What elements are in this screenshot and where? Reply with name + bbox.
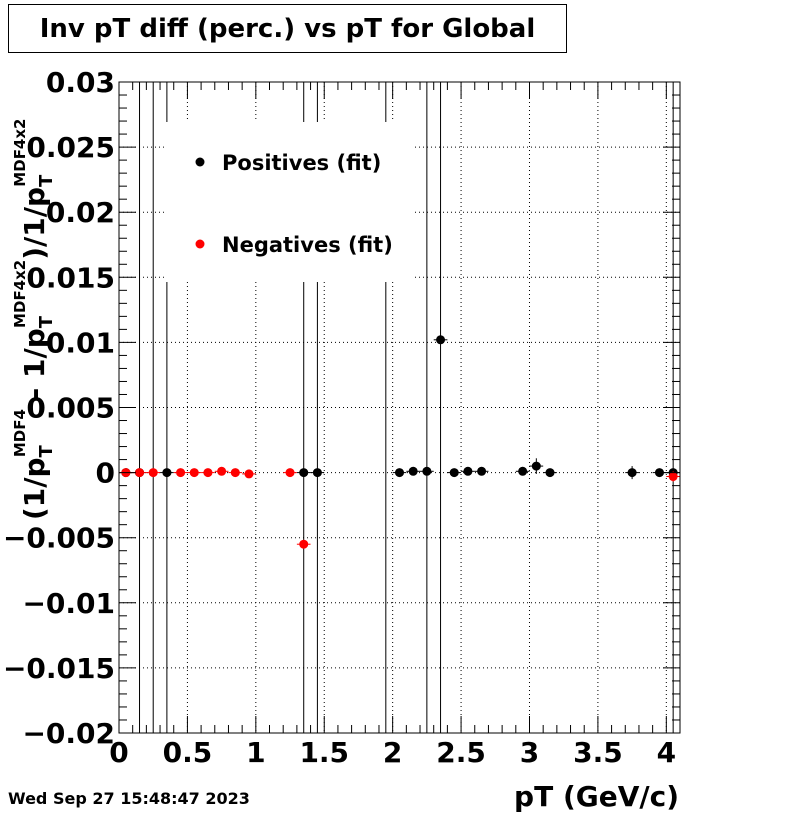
y-tick-label: 0.02 <box>46 196 115 229</box>
negative-point <box>244 469 254 479</box>
y-axis-title: (1/pTMDF4 - 1/pTMDF4x2)/1/pTMDF4x2 <box>11 119 57 521</box>
x-tick-label: 0 <box>109 736 128 769</box>
legend: Positives (fit) Negatives (fit) <box>166 122 412 282</box>
axis-ticks <box>118 81 681 734</box>
negative-point <box>285 468 295 478</box>
y-tick-label: −0.02 <box>22 717 115 750</box>
x-tick-label: 3.5 <box>573 736 623 769</box>
positive-point <box>422 466 432 476</box>
legend-label-positives: Positives (fit) <box>222 151 381 175</box>
y-tick-label: 0 <box>96 457 115 490</box>
positive-point <box>463 466 473 476</box>
positive-point <box>627 468 637 478</box>
x-tick-label: 1.5 <box>299 736 349 769</box>
y-title-sub1: T <box>36 444 57 457</box>
y-title-close: )/1/p <box>18 187 51 260</box>
x-tick-label: 4 <box>657 736 676 769</box>
y-tick-label: 0.03 <box>46 66 115 99</box>
x-tick-labels: 0 0.5 1 1.5 2 2.5 3 3.5 4 <box>109 736 676 769</box>
x-tick-label: 3 <box>520 736 539 769</box>
y-title-sub3: T <box>36 174 57 187</box>
negative-point <box>230 468 240 478</box>
x-tick-label: 1 <box>246 736 265 769</box>
y-title-sup3: MDF4x2 <box>11 119 29 187</box>
date-stamp: Wed Sep 27 15:48:47 2023 <box>8 789 250 808</box>
negative-point <box>176 468 186 478</box>
legend-marker-positives <box>195 157 205 167</box>
negative-point <box>148 468 158 478</box>
positive-point <box>654 468 664 478</box>
y-tick-label: −0.01 <box>22 587 115 620</box>
negative-point <box>299 539 309 549</box>
y-tick-label: 0.005 <box>26 392 115 425</box>
y-tick-label: −0.015 <box>3 652 115 685</box>
y-tick-label: −0.005 <box>3 522 115 555</box>
negative-point <box>203 468 213 478</box>
positive-point <box>545 468 555 478</box>
positive-point <box>395 468 404 478</box>
negative-point <box>217 466 227 476</box>
positive-point <box>477 466 487 476</box>
positive-point <box>312 468 322 478</box>
x-tick-label: 2.5 <box>436 736 486 769</box>
legend-label-negatives: Negatives (fit) <box>222 233 393 257</box>
y-title-sup1: MDF4 <box>11 409 29 457</box>
negative-point <box>135 468 145 478</box>
positive-point <box>436 335 446 345</box>
y-title-minus: - 1/p <box>18 328 51 409</box>
positive-point <box>299 468 309 478</box>
positive-point <box>518 466 528 476</box>
x-tick-label: 0.5 <box>163 736 213 769</box>
negative-point <box>668 472 678 482</box>
positive-point <box>162 468 172 478</box>
positive-point <box>531 461 541 471</box>
legend-box <box>166 122 412 282</box>
y-tick-label: 0.025 <box>26 131 115 164</box>
y-title-sub2: T <box>36 315 57 328</box>
y-title-sup2: MDF4x2 <box>11 260 29 328</box>
negative-point <box>189 468 199 478</box>
positive-point <box>449 468 459 478</box>
x-tick-label: 2 <box>383 736 402 769</box>
chart-title: Inv pT diff (perc.) vs pT for Global <box>8 4 567 53</box>
y-tick-label: 0.015 <box>26 261 115 294</box>
positive-point <box>408 466 418 476</box>
y-tick-labels: −0.02 −0.015 −0.01 −0.005 0 0.005 0.01 0.015 0.0… <box>3 66 115 750</box>
legend-marker-negatives <box>195 239 205 249</box>
x-axis-title: pT (GeV/c) <box>514 780 679 813</box>
y-tick-label: 0.01 <box>46 326 115 359</box>
y-title-open: (1/p <box>18 457 51 520</box>
